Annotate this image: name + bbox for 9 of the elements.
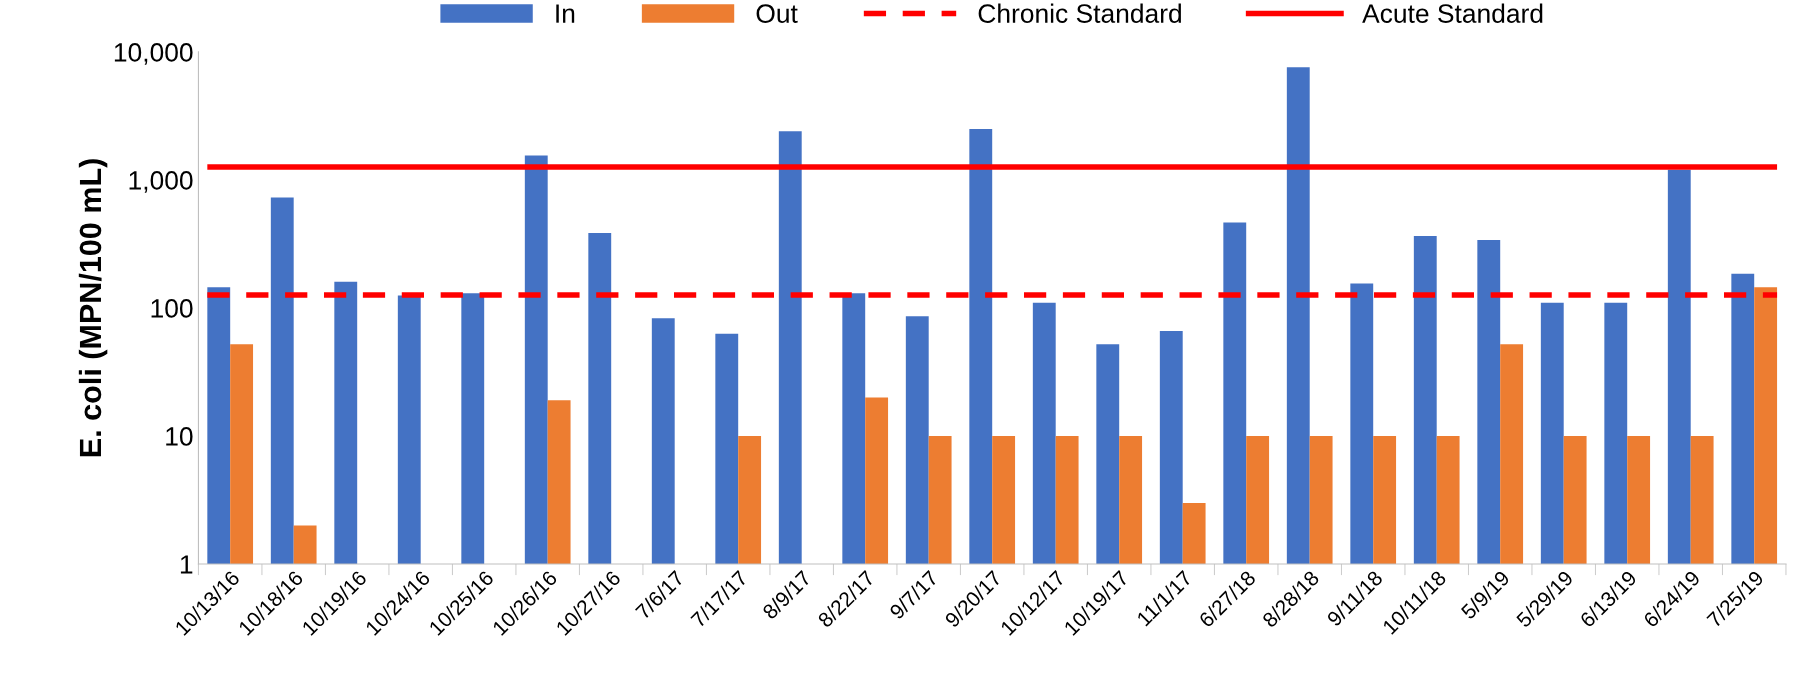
legend-label: Acute Standard	[1362, 3, 1543, 23]
legend-label: Chronic Standard	[978, 3, 1181, 23]
y-tick-label: 10,000	[114, 43, 193, 65]
legend-label: In	[556, 4, 575, 23]
y-axis-title: E. coli (MPN/100 mL)	[78, 159, 108, 457]
y-tick-label: 100	[151, 299, 193, 318]
legend-label: Out	[756, 4, 798, 23]
y-tick-label: 10	[166, 427, 193, 446]
y-tick-label: 1,000	[129, 171, 193, 193]
